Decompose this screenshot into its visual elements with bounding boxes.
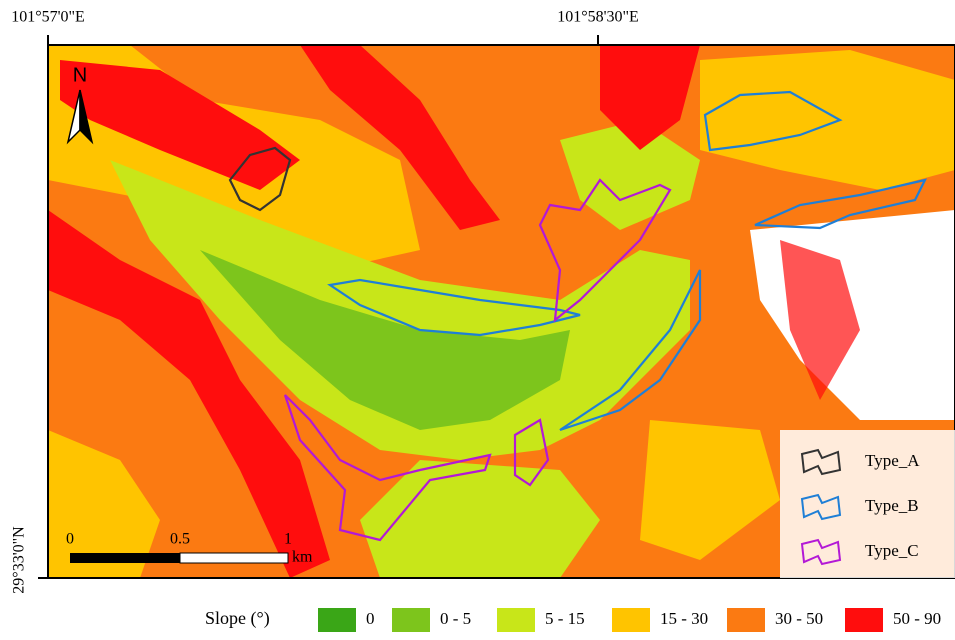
slope-swatch xyxy=(845,608,883,632)
legend-label: Type_A xyxy=(865,451,920,470)
legend: Type_A Type_B Type_C xyxy=(780,430,955,578)
scale-unit: km xyxy=(292,549,313,566)
slope-legend-title: Slope (°) xyxy=(205,608,270,629)
scale-label: 0.5 xyxy=(170,531,190,548)
slope-swatch xyxy=(497,608,535,632)
slope-legend: Slope (°) 0 0 - 5 5 - 15 15 - 30 30 - 50 50 -… xyxy=(205,608,941,632)
legend-label: Type_B xyxy=(865,496,919,515)
slope-label: 50 - 90 xyxy=(893,609,941,628)
map-figure: 101°57'0"E 101°58'30"E 29°33'0"N N 0 0.5… xyxy=(0,0,955,635)
slope-swatch xyxy=(392,608,430,632)
slope-label: 0 - 5 xyxy=(440,609,471,628)
scale-label: 0 xyxy=(66,531,74,548)
slope-swatch xyxy=(612,608,650,632)
slope-swatch xyxy=(318,608,356,632)
longitude-label: 101°58'30"E xyxy=(557,9,639,26)
slope-label: 30 - 50 xyxy=(775,609,823,628)
north-label: N xyxy=(73,64,87,86)
longitude-label: 101°57'0"E xyxy=(11,9,85,26)
legend-label: Type_C xyxy=(865,541,919,560)
scale-label: 1 xyxy=(284,531,292,548)
slope-label: 5 - 15 xyxy=(545,609,585,628)
slope-label: 0 xyxy=(366,609,375,628)
slope-label: 15 - 30 xyxy=(660,609,708,628)
latitude-label: 29°33'0"N xyxy=(11,526,28,594)
slope-swatch xyxy=(727,608,765,632)
